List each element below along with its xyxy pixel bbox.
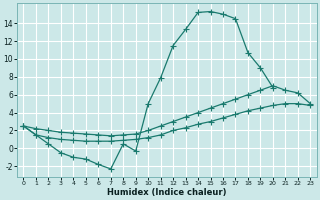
X-axis label: Humidex (Indice chaleur): Humidex (Indice chaleur)	[107, 188, 227, 197]
